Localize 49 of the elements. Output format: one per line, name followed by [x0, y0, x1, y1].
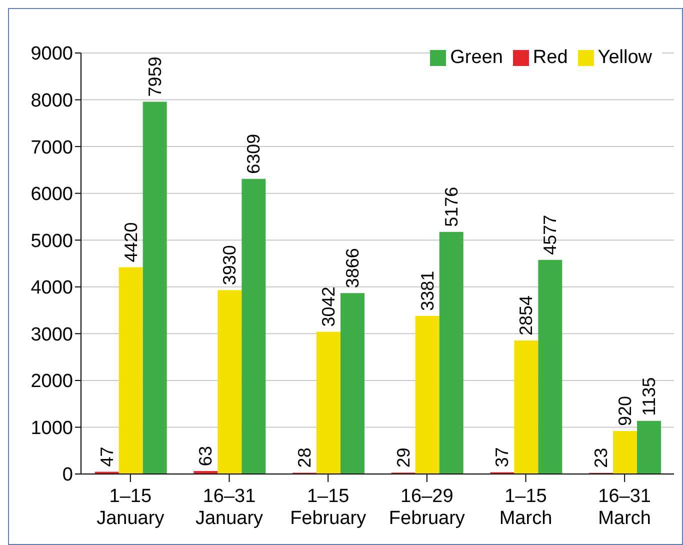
- bar: [316, 332, 341, 474]
- bar: [613, 430, 638, 474]
- data-label: 2854: [516, 295, 536, 336]
- x-tick-label: 1–15 February: [290, 486, 367, 529]
- data-label: 4420: [120, 222, 141, 262]
- y-tick-label: 9000: [30, 44, 73, 65]
- bar: [439, 232, 464, 474]
- x-tick-label: 16–29 February: [388, 486, 466, 529]
- y-tick-label: 4000: [30, 278, 73, 299]
- data-label: 3381: [417, 270, 438, 311]
- data-label: 7959: [144, 56, 165, 97]
- data-label: 5176: [441, 186, 462, 227]
- data-label: 6309: [244, 134, 264, 174]
- y-tick-label: 0: [62, 464, 73, 486]
- data-label: 920: [615, 396, 636, 426]
- bar: [538, 260, 562, 474]
- x-tick-label: 1–15 January: [96, 486, 165, 529]
- bar: [242, 178, 266, 474]
- data-label: 3930: [220, 245, 240, 286]
- x-tick-label: 16–31 January: [195, 486, 264, 529]
- data-label: 1135: [639, 377, 660, 416]
- legend-label: Red: [532, 47, 568, 68]
- y-tick-label: 3000: [30, 324, 73, 346]
- data-label: 3866: [342, 248, 363, 288]
- y-tick-label: 5000: [30, 230, 73, 252]
- bar: [118, 267, 143, 474]
- y-tick-label: 7000: [30, 137, 73, 158]
- x-tick-label: 1–15 March: [499, 486, 552, 529]
- bar: [142, 102, 167, 474]
- data-label: 3042: [318, 286, 339, 327]
- y-tick-label: 8000: [30, 90, 73, 112]
- bar: [514, 340, 538, 474]
- data-label: 37: [492, 447, 512, 468]
- legend-label: Yellow: [598, 47, 652, 68]
- bar: [340, 293, 365, 474]
- data-label: 47: [96, 446, 117, 467]
- x-tick-label: 16–31 March: [598, 486, 652, 529]
- y-tick-label: 1000: [30, 418, 73, 439]
- bar: [637, 420, 662, 474]
- data-label: 63: [196, 446, 216, 466]
- data-label: 23: [591, 448, 612, 468]
- data-label: 4577: [540, 214, 560, 255]
- y-tick-label: 6000: [30, 184, 73, 206]
- legend-label: Green: [450, 47, 503, 68]
- data-label: 29: [393, 448, 414, 468]
- bar: [218, 290, 242, 474]
- bar: [415, 316, 440, 474]
- data-label: 28: [294, 448, 315, 468]
- y-tick-label: 2000: [30, 371, 73, 392]
